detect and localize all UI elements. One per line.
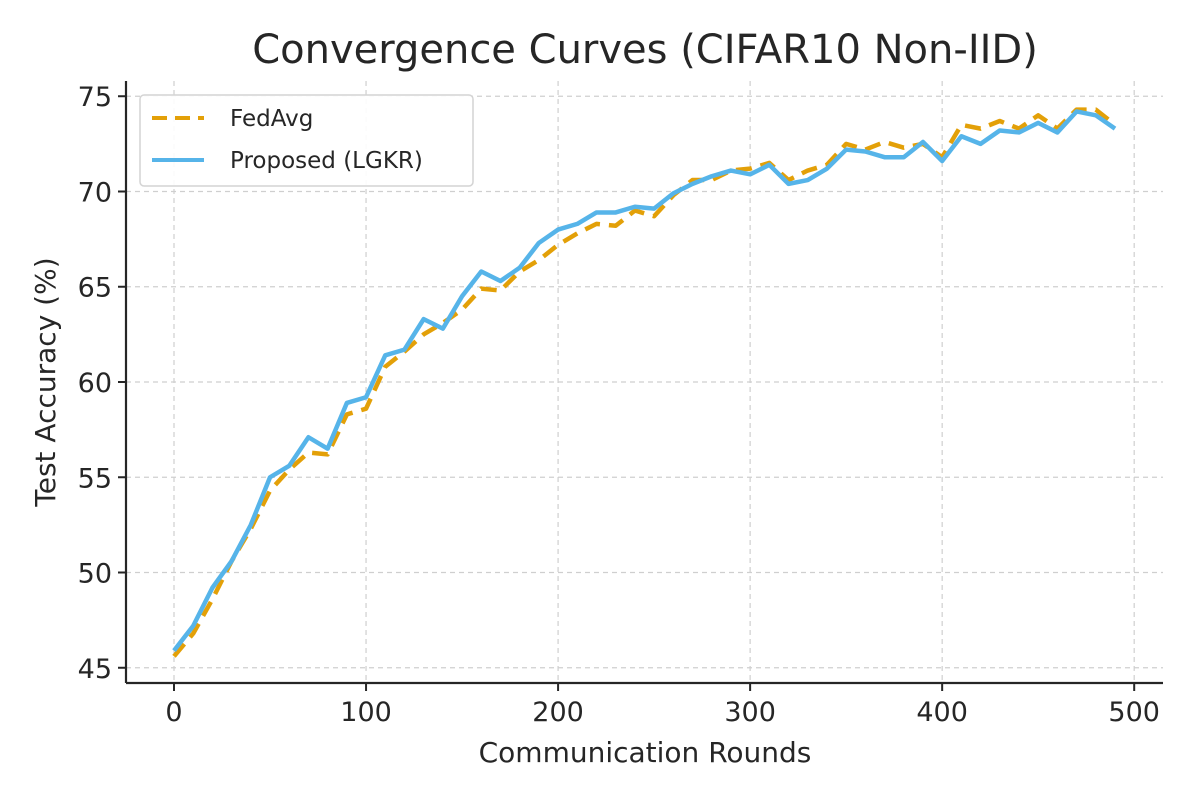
x-tick-label: 200 [532,697,584,728]
y-tick-label: 75 [78,82,112,113]
chart-title: Convergence Curves (CIFAR10 Non-IID) [252,27,1038,73]
legend: FedAvg Proposed (LGKR) [139,94,474,187]
x-tick-label: 0 [165,697,182,728]
legend-frame [139,94,474,187]
y-tick-label: 70 [78,177,112,208]
legend-label-proposed: Proposed (LGKR) [230,148,423,174]
grid-layer [126,81,1163,683]
series-layer [172,107,1117,658]
y-tick-label: 55 [78,463,112,494]
y-axis-label: Test Accuracy (%) [29,257,62,507]
y-tick-label: 65 [78,273,112,304]
x-axis-label: Communication Rounds [479,736,812,769]
x-tick-label: 500 [1108,697,1160,728]
y-tick-label: 50 [78,559,112,590]
y-tick-label: 60 [78,368,112,399]
legend-label-fedavg: FedAvg [230,106,313,132]
x-tick-label: 100 [340,697,392,728]
x-tick-label: 300 [724,697,776,728]
series-line-proposed [172,109,1117,652]
series-line-fedavg [172,107,1117,658]
x-tick-label: 400 [916,697,968,728]
axes-layer: 0 100 200 300 400 500 45 50 55 60 65 70 75 [78,81,1163,728]
y-tick-label: 45 [78,654,112,685]
